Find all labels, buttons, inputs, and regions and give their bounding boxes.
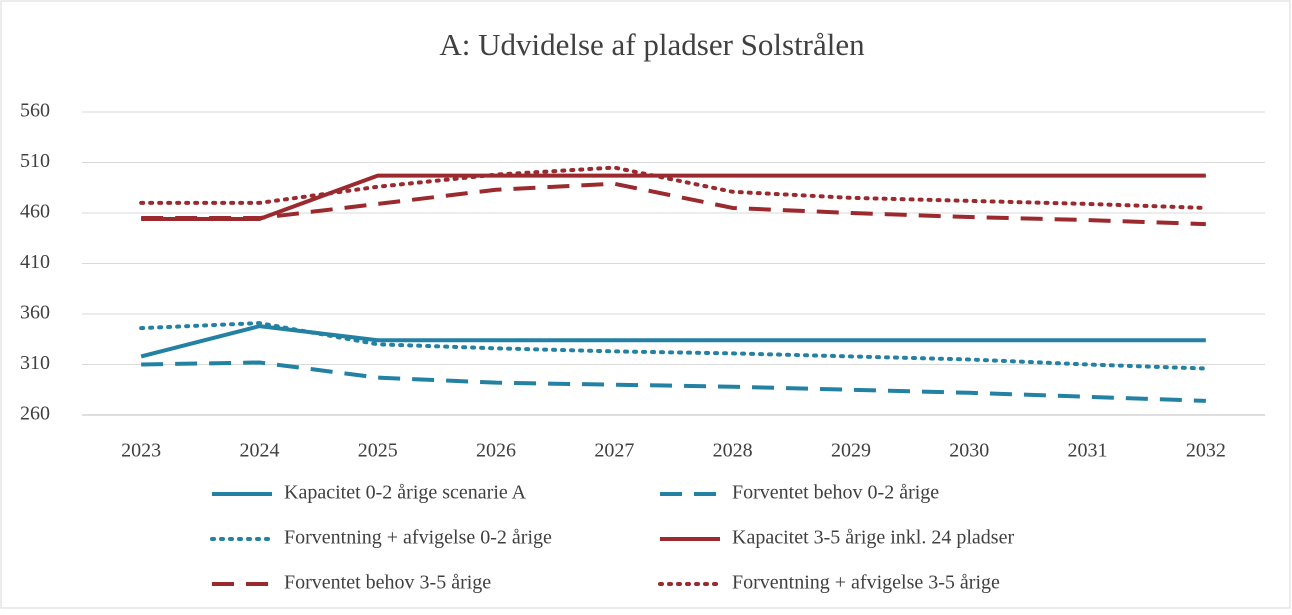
- x-tick-label: 2030: [949, 440, 989, 462]
- x-tick-label: 2031: [1068, 440, 1108, 462]
- x-tick-label: 2025: [358, 440, 398, 462]
- y-tick-label: 560: [20, 100, 50, 122]
- y-tick-label: 360: [20, 302, 50, 324]
- line-series: [139, 165, 1208, 210]
- y-tick-label: 310: [20, 352, 50, 374]
- x-tick-label: 2032: [1186, 440, 1226, 462]
- line-series: [139, 321, 1208, 371]
- legend-label: Kapacitet 0-2 årige scenarie A: [284, 482, 527, 504]
- legend-label: Forventning + afvigelse 3-5 årige: [732, 572, 1000, 594]
- y-tick-label: 510: [20, 150, 50, 172]
- y-tick-label: 460: [20, 201, 50, 223]
- x-tick-label: 2024: [239, 440, 279, 462]
- y-tick-label: 410: [20, 251, 50, 273]
- line-series: [141, 173, 1206, 222]
- legend-label: Forventning + afvigelse 0-2 årige: [284, 527, 552, 549]
- line-series: [141, 181, 1206, 227]
- legend-label: Forventet behov 0-2 årige: [732, 482, 939, 504]
- x-tick-label: 2023: [121, 440, 161, 462]
- x-tick-label: 2028: [713, 440, 753, 462]
- chart-title: A: Udvidelse af pladser Solstrålen: [439, 27, 865, 62]
- line-series: [141, 360, 1206, 403]
- x-tick-label: 2026: [476, 440, 516, 462]
- x-tick-label: 2029: [831, 440, 871, 462]
- y-tick-label: 260: [20, 403, 50, 425]
- legend-label: Forventet behov 3-5 årige: [284, 572, 491, 594]
- legend-label: Kapacitet 3-5 årige inkl. 24 pladser: [732, 527, 1014, 549]
- x-tick-label: 2027: [594, 440, 634, 462]
